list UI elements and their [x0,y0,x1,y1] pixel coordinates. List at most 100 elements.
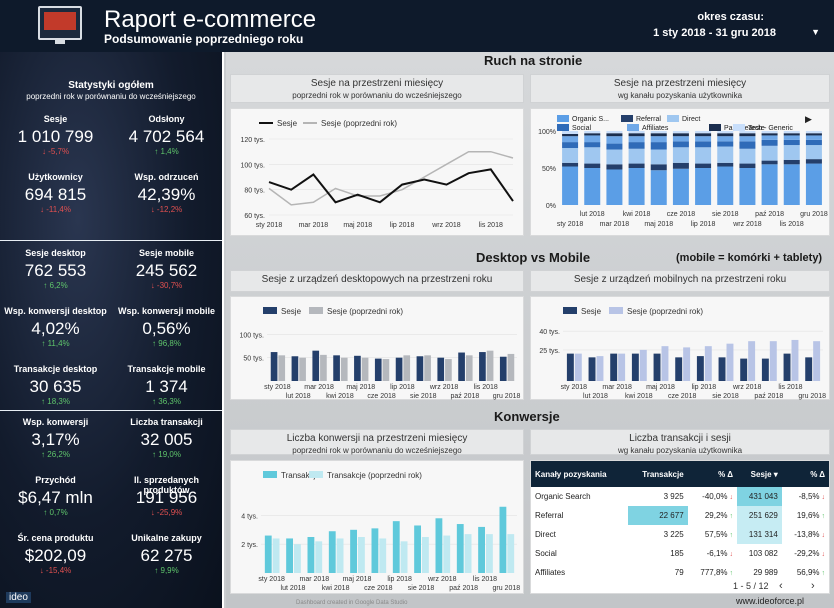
divider [0,410,222,411]
bar [574,353,582,381]
bar-segment [628,142,645,149]
kpi-delta: ↑ 1,4% [154,147,179,156]
bar [631,353,639,381]
legend-label: Sesje [581,307,602,316]
x-tick-label: sie 2018 [408,585,435,592]
panel-title: Liczba transakcji i sesji [629,433,731,444]
kpi-value: 42,39% [137,185,196,204]
pagination-label: 1 - 5 / 12 [733,581,769,591]
kpi-value: 694 815 [24,185,87,204]
table-header[interactable]: Sesje ▾ [736,461,782,487]
table-cell: 777,8% ↑ [700,568,733,577]
bar-segment [562,148,579,163]
bar-segment [650,142,667,150]
bar-segment [672,141,689,148]
bar-segment [805,139,822,146]
table-cell: Referral [535,511,564,520]
bar [312,350,320,381]
kpi-label: Unikalne zakupy [131,533,202,543]
panel-title: Sesje na przestrzeni miesięcy [613,78,747,89]
bar [414,525,421,573]
bar-segment [606,131,623,134]
bar-segment [562,162,579,167]
legend-label: Sesje [277,119,298,128]
kpi-label: Wsp. odrzuceń [134,172,199,182]
table-row: Organic Search 3 925 -40,0% ↓ 431 043 -8,5% … [531,487,829,506]
y-tick-label: 120 tys. [240,137,265,144]
kpi-value: 245 562 [135,261,198,280]
arrow-up-icon: ↑ [727,532,733,539]
x-tick-label: paź 2018 [755,211,784,218]
bar [740,358,748,381]
bar-segment [717,146,734,163]
bar-segment [584,147,601,164]
divider [0,240,222,241]
legend-label: Sesje [281,307,302,316]
next-page-icon[interactable]: › [811,580,815,592]
bar-segment [761,160,778,165]
x-tick-label: kwi 2018 [623,211,651,218]
legend-label: Direct [682,116,700,123]
kpi-value: 4,02% [31,319,80,338]
legend-label: Paid Search - Generic [724,125,793,132]
x-tick-label: kwi 2018 [322,585,350,592]
kpi-value: 62 275 [140,546,193,565]
header-bar: Raport e-commerce Podsumowanie poprzedni… [0,0,834,52]
footer-note: Dashboard created in Google Data Studio [296,600,408,606]
bar [718,357,726,381]
bar-segment [584,131,601,134]
kpi-label: Sesje desktop [25,248,86,258]
bar [661,346,669,381]
x-tick-label: mar 2018 [602,384,632,391]
bar [294,544,301,573]
kpi-label: Liczba transakcji [130,417,203,427]
bar-segment [672,147,689,163]
arrow-down-icon: ↓ [819,494,825,501]
kpi-card: Wsp. odrzuceń 42,39% ↓ -12,2% [111,172,222,214]
bar [486,534,493,573]
bar [465,355,473,381]
legend-label: Transakcje [281,471,320,480]
legend-label: Affiliates [642,125,669,132]
kpi-label: Odsłony [148,114,185,124]
legend-swatch [563,307,577,314]
x-tick-label: gru 2018 [493,585,521,592]
bar [392,521,400,573]
bar [336,538,344,573]
footer-site-link[interactable]: www.ideoforce.pl [736,596,805,606]
bar-segment [717,136,734,142]
bar [400,541,408,573]
table-row: Affiliates 79 777,8% ↑ 29 989 56,9% ↑ [531,563,829,582]
legend-label: Social [572,125,592,132]
x-tick-label: lip 2018 [692,384,717,391]
stats-title: Statystyki ogółem [68,80,154,91]
bar [791,339,799,381]
bar-segment [606,149,623,165]
bar [320,354,327,381]
legend-swatch [733,124,745,131]
x-tick-label: sie 2018 [712,393,739,400]
panel-subtitle: wg kanału pozyskania użytkownika [617,446,743,455]
kpi-sidebar: Statystyki ogółem poprzedni rok w porówn… [0,52,224,608]
chevron-down-icon[interactable]: ▼ [811,27,820,37]
table-cell: 79 [674,568,684,577]
kpi-delta: ↑ 19,0% [152,450,181,459]
arrow-up-icon: ↑ [819,513,825,520]
table-row: Referral 22 677 29,2% ↑ 251 629 19,6% ↑ [531,506,829,525]
bar-segment [783,164,800,205]
x-tick-label: sie 2018 [410,393,437,400]
bar-segment [783,133,800,136]
bar [361,357,369,381]
x-tick-label: mar 2018 [300,576,330,583]
kpi-card: Wsp. konwersji desktop 4,02% ↑ 11,4% [0,306,111,348]
x-tick-label: wrz 2018 [732,221,762,228]
bar [272,538,280,573]
kpi-delta: ↑ 26,2% [41,450,70,459]
kpi-card: Sesje mobile 245 562 ↓ -30,7% [111,248,222,290]
bar-segment [584,163,601,168]
arrow-down-icon: ↓ [727,494,733,501]
period-value[interactable]: 1 sty 2018 - 31 gru 2018 [653,27,776,39]
kpi-label: Transakcje mobile [127,364,206,374]
prev-page-icon[interactable]: ‹ [779,580,783,592]
x-tick-label: cze 2018 [367,393,396,400]
